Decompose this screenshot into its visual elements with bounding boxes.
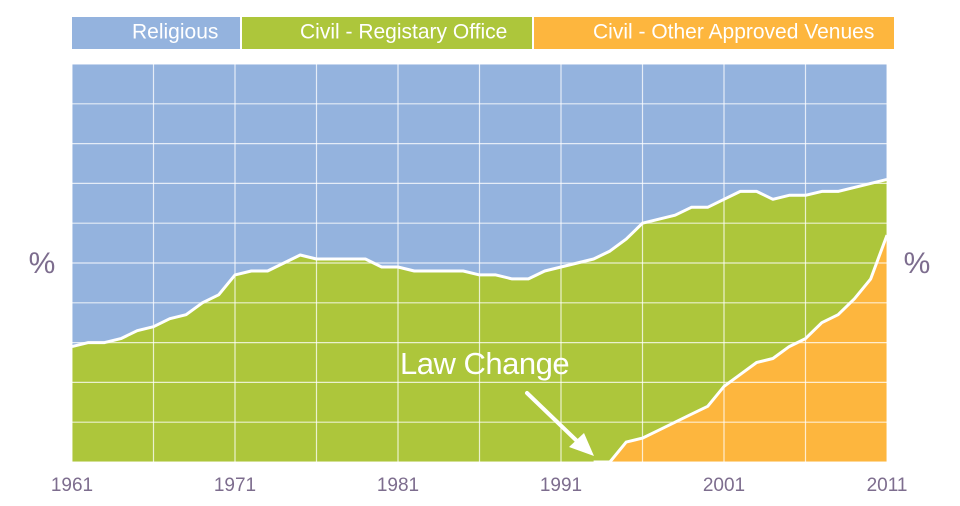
x-tick-label: 1961	[51, 475, 93, 496]
legend-swatch-religious	[72, 17, 240, 49]
boundary-line-religious	[71, 177, 888, 349]
legend-swatch-registry-office	[242, 17, 532, 49]
legend-label-registry-office: Civil - Registary Office	[300, 21, 507, 44]
annotation-law-change: Law Change	[400, 346, 594, 456]
y-axis-label-left: %	[29, 247, 56, 280]
legend-label-approved-venues: Civil - Other Approved Venues	[593, 21, 874, 44]
y-axis-label-right: %	[904, 247, 931, 280]
annotation-text: Law Change	[400, 346, 569, 381]
x-tick-label: 2001	[703, 475, 745, 496]
x-axis-ticks: 1961 1971 1981 1991 2001 2011	[51, 475, 908, 496]
boundary-lines	[71, 177, 889, 464]
x-tick-label: 2011	[867, 475, 908, 496]
legend: Religious Civil - Registary Office Civil…	[72, 17, 894, 49]
legend-swatch-approved-venues	[534, 17, 894, 49]
x-tick-label: 1971	[214, 475, 256, 496]
legend-label-religious: Religious	[132, 21, 218, 44]
gridlines	[71, 63, 888, 463]
annotation-arrow-head	[569, 433, 594, 456]
annotation-arrow-line	[525, 391, 580, 444]
x-tick-label: 1981	[377, 475, 419, 496]
boundary-line-venues	[593, 234, 889, 464]
x-tick-label: 1991	[540, 475, 582, 496]
